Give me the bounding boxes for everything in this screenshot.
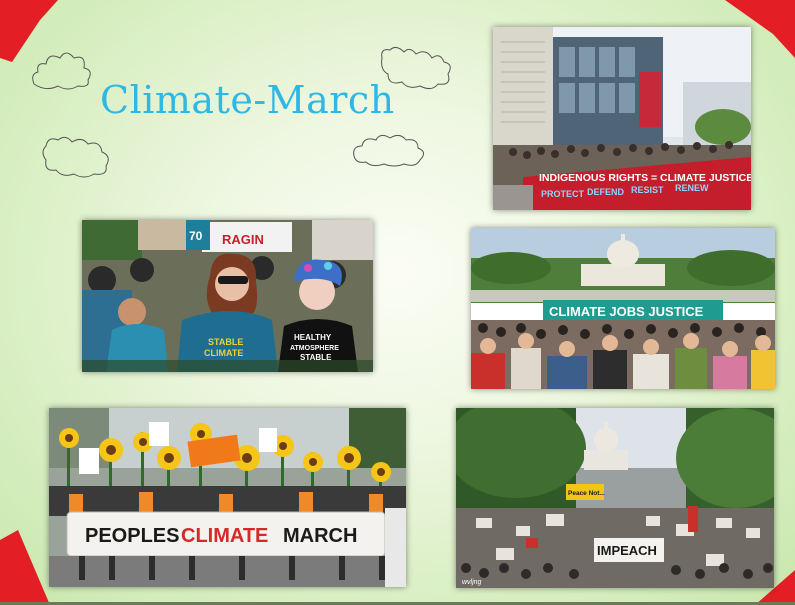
peoples-banner-word-march: MARCH bbox=[283, 525, 357, 547]
peoples-banner-word-climate: CLIMATE bbox=[181, 525, 268, 547]
indigenous-banner-word-resist: RESIST bbox=[631, 185, 664, 195]
cloud-doodle-right-bottom bbox=[353, 134, 424, 167]
marchers-left-shirt-line1: STABLE bbox=[208, 337, 243, 347]
photo-indigenous-rights-march: INDIGENOUS RIGHTS = CLIMATE JUSTICE PROT… bbox=[493, 27, 751, 210]
marchers-right-shirt-line3: STABLE bbox=[300, 353, 332, 362]
slide-title: Climate-March bbox=[100, 78, 395, 122]
indigenous-banner-word-renew: RENEW bbox=[675, 183, 709, 193]
corner-decoration-bottom-left bbox=[0, 530, 50, 605]
cloud-doodle-right-top bbox=[381, 46, 451, 90]
bottom-border bbox=[0, 602, 795, 605]
indigenous-banner-word-defend: DEFEND bbox=[587, 187, 625, 197]
corner-decoration-top-right bbox=[725, 0, 795, 58]
photo-avenue-crowd: Peace Not... IMPEACH wvljng bbox=[456, 408, 774, 588]
peoples-banner-word-peoples: PEOPLES bbox=[85, 525, 179, 547]
marchers-side-sign-text: 70 bbox=[189, 229, 203, 243]
marchers-right-shirt-line1: HEALTHY bbox=[294, 333, 332, 342]
cloud-doodle-left-top bbox=[32, 52, 91, 90]
avenue-watermark: wvljng bbox=[462, 579, 482, 586]
capitol-banner-text: CLIMATE JOBS JUSTICE bbox=[549, 304, 704, 319]
indigenous-banner-word-protect: PROTECT bbox=[541, 189, 585, 199]
cloud-doodle-left-bottom bbox=[42, 136, 109, 178]
corner-decoration-top-left bbox=[0, 0, 58, 62]
marchers-top-sign-text: RAGIN bbox=[222, 232, 264, 247]
marchers-right-shirt-line2: ATMOSPHERE bbox=[290, 345, 339, 352]
indigenous-banner-text: INDIGENOUS RIGHTS = CLIMATE JUSTICE bbox=[539, 172, 751, 184]
corner-decoration-bottom-right bbox=[755, 570, 795, 605]
marchers-left-shirt-line2: CLIMATE bbox=[204, 348, 243, 358]
photo-capitol-crowd: CLIMATE JOBS JUSTICE bbox=[471, 228, 775, 389]
avenue-impeach-sign-text: IMPEACH bbox=[597, 543, 657, 558]
avenue-yellow-sign-text: Peace Not... bbox=[568, 490, 605, 497]
photo-peoples-climate-march: PEOPLES CLIMATE MARCH bbox=[49, 408, 406, 587]
photo-young-marchers: RAGIN 70 STABLE CLIMATE HEALTHY ATMOSPHE… bbox=[82, 220, 373, 372]
